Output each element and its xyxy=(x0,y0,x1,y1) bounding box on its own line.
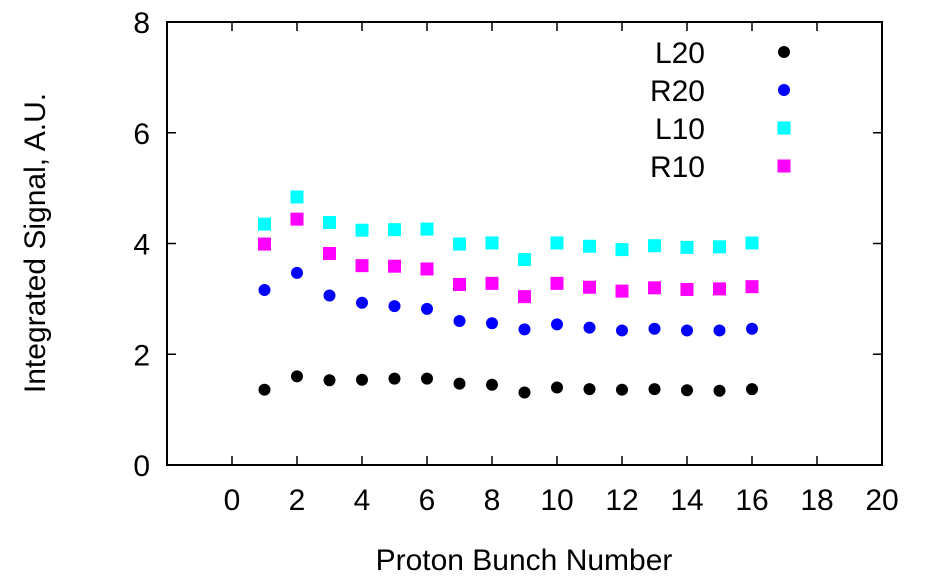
x-axis-title: Proton Bunch Number xyxy=(376,544,673,577)
data-point-l20 xyxy=(258,383,271,396)
y-tick-label: 0 xyxy=(133,450,150,483)
data-point-r10 xyxy=(420,262,434,276)
data-point-l10 xyxy=(420,222,434,236)
data-point-r10 xyxy=(583,280,596,294)
legend-label-l10: L10 xyxy=(655,113,705,146)
x-tick-label: 18 xyxy=(800,484,833,517)
legend-marker-l20 xyxy=(778,46,790,58)
data-point-r20 xyxy=(713,324,726,337)
data-point-l20 xyxy=(453,377,466,390)
data-point-r20 xyxy=(746,322,758,335)
data-point-l20 xyxy=(681,384,693,397)
data-point-l10 xyxy=(323,215,336,229)
data-point-r20 xyxy=(486,317,498,330)
legend: L20 R20 L10 R10 xyxy=(650,37,791,184)
data-point-r20 xyxy=(291,266,303,279)
data-point-r10 xyxy=(258,237,271,251)
legend-marker-r10 xyxy=(777,159,791,173)
data-point-r10 xyxy=(453,277,466,291)
x-tick-label: 20 xyxy=(865,484,898,517)
legend-label-r10: R10 xyxy=(650,151,705,184)
x-tick-label: 14 xyxy=(670,484,703,517)
y-tick-label: 6 xyxy=(133,118,150,151)
data-point-l20 xyxy=(648,383,661,396)
data-point-r20 xyxy=(648,322,661,335)
axis-ticks xyxy=(167,21,883,466)
data-point-l10 xyxy=(583,239,596,253)
data-point-r20 xyxy=(583,321,596,334)
data-point-r10 xyxy=(615,284,629,298)
data-point-r20 xyxy=(453,315,466,328)
data-point-l20 xyxy=(746,383,758,396)
legend-marker-r20 xyxy=(778,84,790,96)
x-tick-label: 4 xyxy=(354,484,371,517)
data-point-r10 xyxy=(355,259,369,273)
data-point-l20 xyxy=(388,372,401,385)
data-point-l10 xyxy=(550,236,564,250)
x-tick-label: 12 xyxy=(605,484,638,517)
data-point-r10 xyxy=(550,276,564,290)
data-point-l20 xyxy=(713,384,726,397)
data-point-l20 xyxy=(518,386,531,399)
axis-tick-labels: 0 2 4 6 8 10 12 14 16 18 20 0 2 4 6 8 xyxy=(133,7,898,517)
x-tick-label: 16 xyxy=(735,484,768,517)
x-tick-label: 0 xyxy=(224,484,241,517)
data-point-r10 xyxy=(290,212,304,226)
legend-label-r20: R20 xyxy=(650,75,705,108)
y-tick-label: 4 xyxy=(133,229,150,262)
legend-label-l20: L20 xyxy=(655,37,705,70)
data-point-r10 xyxy=(323,246,336,260)
data-point-l20 xyxy=(486,378,498,391)
data-point-r20 xyxy=(258,284,271,297)
data-point-l20 xyxy=(421,372,433,385)
y-tick-label: 2 xyxy=(133,339,150,372)
data-point-l20 xyxy=(551,381,563,394)
data-point-l20 xyxy=(291,370,303,383)
y-axis-title: Integrated Signal, A.U. xyxy=(19,93,52,393)
plot-area-frame xyxy=(166,21,883,466)
data-point-r10 xyxy=(485,276,499,290)
data-point-l10 xyxy=(518,253,531,267)
data-point-l10 xyxy=(355,223,369,237)
data-point-r20 xyxy=(616,324,628,337)
data-point-l20 xyxy=(323,374,336,387)
x-tick-label: 6 xyxy=(419,484,436,517)
data-point-r20 xyxy=(323,289,336,302)
x-tick-label: 8 xyxy=(484,484,501,517)
data-point-l20 xyxy=(616,383,628,396)
data-point-r10 xyxy=(518,290,531,304)
data-point-r10 xyxy=(713,282,726,296)
data-point-l10 xyxy=(453,237,466,251)
data-point-r20 xyxy=(388,300,401,313)
data-point-l10 xyxy=(388,223,401,237)
legend-marker-l10 xyxy=(777,121,791,135)
data-point-r10 xyxy=(745,280,759,294)
data-point-r20 xyxy=(518,323,531,336)
x-tick-label: 2 xyxy=(289,484,306,517)
data-point-r20 xyxy=(551,318,563,331)
data-point-l10 xyxy=(680,240,694,254)
data-point-l10 xyxy=(713,240,726,254)
data-points xyxy=(258,190,759,399)
data-point-l10 xyxy=(745,236,759,250)
data-point-r10 xyxy=(680,282,694,296)
data-point-l10 xyxy=(615,243,629,257)
data-point-l10 xyxy=(258,217,271,231)
data-point-r10 xyxy=(648,281,661,295)
data-point-l20 xyxy=(583,383,596,396)
data-point-r10 xyxy=(388,259,401,273)
data-point-l10 xyxy=(648,239,661,253)
data-point-r20 xyxy=(681,324,693,337)
data-point-l10 xyxy=(485,236,499,250)
data-point-r20 xyxy=(356,296,368,309)
data-point-l10 xyxy=(290,190,304,204)
data-point-r20 xyxy=(421,302,433,315)
x-tick-label: 10 xyxy=(540,484,573,517)
data-point-l20 xyxy=(356,373,368,386)
y-tick-label: 8 xyxy=(133,7,150,40)
